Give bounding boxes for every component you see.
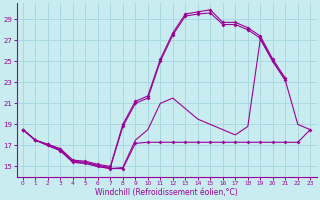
X-axis label: Windchill (Refroidissement éolien,°C): Windchill (Refroidissement éolien,°C): [95, 188, 238, 197]
